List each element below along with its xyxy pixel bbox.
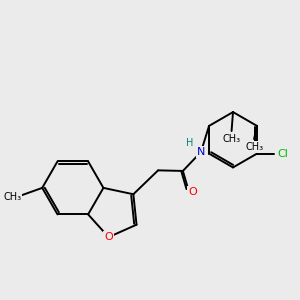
- Text: CH₃: CH₃: [3, 192, 22, 202]
- Text: O: O: [104, 232, 113, 242]
- Text: N: N: [197, 147, 205, 157]
- Text: H: H: [186, 138, 194, 148]
- Text: Cl: Cl: [278, 148, 289, 159]
- Text: CH₃: CH₃: [223, 134, 241, 144]
- Text: CH₃: CH₃: [245, 142, 263, 152]
- Text: O: O: [188, 187, 197, 197]
